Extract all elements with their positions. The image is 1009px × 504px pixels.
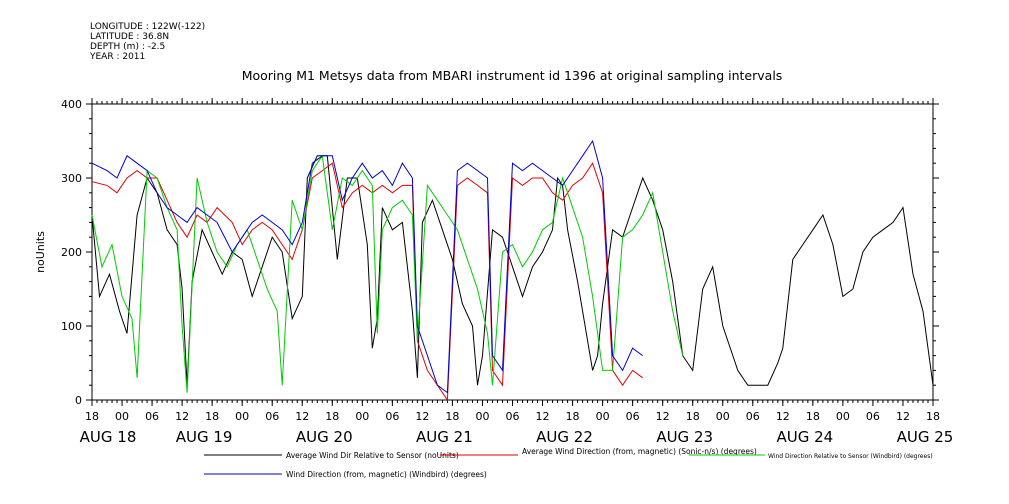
y-axis-label: noUnits xyxy=(34,231,47,273)
plot-area-frame xyxy=(91,103,934,401)
legend-label-avg-wind-dir-relative: Average Wind Dir Relative to Sensor (noU… xyxy=(286,451,459,460)
latitude-text: LATITUDE : 36.8N xyxy=(90,32,170,42)
x-date-label: AUG 21 xyxy=(416,428,473,446)
x-date-label: AUG 23 xyxy=(656,428,713,446)
legend-label-avg-wind-direction-sonic-text: Average Wind Direction (from, magnetic) … xyxy=(522,447,757,456)
x-hour-label: 06 xyxy=(626,410,640,423)
x-date-label: AUG 20 xyxy=(296,428,353,446)
x-hour-label: 12 xyxy=(415,410,429,423)
x-hour-label: 12 xyxy=(656,410,670,423)
series-line-3 xyxy=(91,139,643,394)
axis-ticks xyxy=(86,98,939,406)
x-hour-label: 00 xyxy=(115,410,129,423)
x-hour-label: 12 xyxy=(175,410,189,423)
series-line-1 xyxy=(91,162,643,402)
x-hour-label: 18 xyxy=(926,410,940,423)
legend-label-wind-direction-windbird: Wind Direction (from, magnetic) (Windbir… xyxy=(286,470,487,479)
series-line-2 xyxy=(91,154,684,393)
y-tick-label: 400 xyxy=(61,98,82,111)
legend: Average Wind Dir Relative to Sensor (noU… xyxy=(204,447,933,479)
y-tick-label: 100 xyxy=(61,320,82,333)
x-hour-label: 18 xyxy=(445,410,459,423)
legend-label-wind-dir-relative-windbird: Wind Direction Relative to Sensor (Windb… xyxy=(768,453,933,460)
x-hour-label: 18 xyxy=(566,410,580,423)
x-hour-label: 00 xyxy=(596,410,610,423)
axis-labels: 0 100 200 300 400 18 00 06 12 18 00 06 12 18 00 06 12 18 0… xyxy=(61,98,953,446)
y-tick-label: 0 xyxy=(75,394,82,407)
x-date-label: AUG 18 xyxy=(80,428,137,446)
y-tick-label: 300 xyxy=(61,172,82,185)
longitude-text: LONGITUDE : 122W(-122) xyxy=(90,22,206,32)
x-hour-label: 12 xyxy=(896,410,910,423)
x-hour-label: 06 xyxy=(506,410,520,423)
x-hour-label: 00 xyxy=(235,410,249,423)
x-hour-label: 06 xyxy=(145,410,159,423)
x-hour-label: 06 xyxy=(866,410,880,423)
x-date-label: AUG 19 xyxy=(176,428,233,446)
series-layer xyxy=(91,139,934,402)
chart-title: Mooring M1 Metsys data from MBARI instru… xyxy=(242,68,783,83)
x-hour-label: 00 xyxy=(836,410,850,423)
x-hour-label: 06 xyxy=(265,410,279,423)
x-hour-label: 18 xyxy=(85,410,99,423)
x-date-label: AUG 22 xyxy=(536,428,593,446)
x-hour-label: 18 xyxy=(325,410,339,423)
x-hour-label: 12 xyxy=(536,410,550,423)
x-hour-label: 06 xyxy=(385,410,399,423)
x-date-label: AUG 25 xyxy=(897,428,954,446)
x-hour-label: 00 xyxy=(355,410,369,423)
depth-text: DEPTH (m) : -2.5 xyxy=(90,42,166,52)
metadata-block: LONGITUDE : 122W(-122) LATITUDE : 36.8N … xyxy=(90,22,205,62)
x-hour-label: 12 xyxy=(295,410,309,423)
legend-label-avg-wind-direction-sonic: Average Wind Direction (from, magnetic) … xyxy=(522,447,757,456)
x-hour-label: 00 xyxy=(716,410,730,423)
x-hour-label: 06 xyxy=(746,410,760,423)
x-date-label: AUG 24 xyxy=(776,428,833,446)
x-hour-label: 00 xyxy=(475,410,489,423)
x-hour-label: 12 xyxy=(776,410,790,423)
series-line-0 xyxy=(91,155,934,386)
x-hour-label: 18 xyxy=(686,410,700,423)
x-hour-label: 18 xyxy=(205,410,219,423)
y-tick-label: 200 xyxy=(61,246,82,259)
year-text: YEAR : 2011 xyxy=(90,52,146,62)
x-hour-label: 18 xyxy=(806,410,820,423)
